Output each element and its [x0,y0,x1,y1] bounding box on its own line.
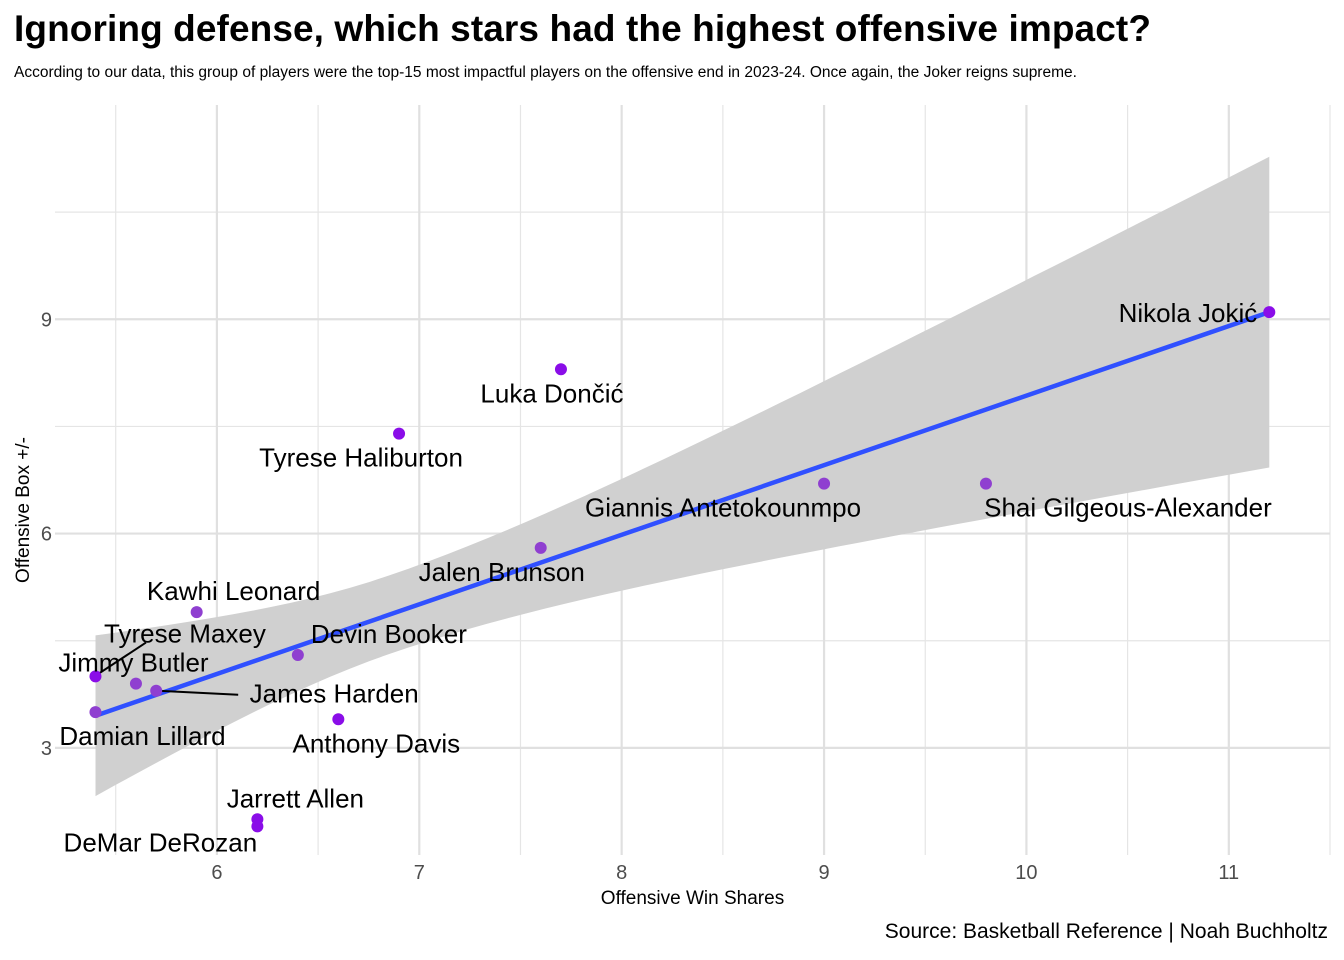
confidence-ribbon [95,156,1270,797]
label-giannis-antetokounmpo: Giannis Antetokounmpo [585,493,861,523]
leader-line-james-harden [158,689,239,696]
y-tick-label: 9 [41,309,52,331]
x-tick-label: 6 [211,862,222,884]
chart-title: Ignoring defense, which stars had the hi… [14,8,1152,49]
point-james-harden [150,684,163,697]
label-kawhi-leonard: Kawhi Leonard [147,576,320,606]
y-tick-label: 6 [41,524,52,546]
point-tyrese-haliburton [393,427,406,440]
label-jalen-brunson: Jalen Brunson [419,557,585,587]
label-shai-gilgeous-alexander: Shai Gilgeous-Alexander [984,493,1272,523]
point-damian-lillard [89,706,102,719]
x-tick-label: 9 [818,862,829,884]
leader-line-tyrese-maxey [96,641,147,676]
y-tick-label: 3 [41,738,52,760]
point-kawhi-leonard [190,606,203,619]
label-nikola-jokic: Nikola Jokić [1119,298,1258,328]
label-james-harden: James Harden [250,679,419,709]
point-nikola-jokic [1263,306,1276,319]
source-caption: Source: Basketball Reference | Noah Buch… [884,920,1328,943]
point-devin-booker [291,649,304,661]
label-anthony-davis: Anthony Davis [293,728,461,758]
trend-line [94,310,1271,718]
point-jalen-brunson [534,541,547,554]
label-tyrese-maxey: Tyrese Maxey [104,619,266,649]
label-luka-doncic: Luka Dončić [480,378,623,408]
point-luka-doncic [554,363,567,376]
point-shai-gilgeous-alexander [979,477,992,490]
label-demar-derozan: DeMar DeRozan [64,827,258,857]
point-anthony-davis [332,713,345,726]
point-giannis-antetokounmpo [818,477,831,490]
point-demar-derozan [251,820,264,833]
label-jarrett-allen: Jarrett Allen [227,783,364,813]
x-tick-label: 7 [414,862,425,884]
y-axis-title: Offensive Box +/- [13,437,34,583]
label-damian-lillard: Damian Lillard [59,721,225,751]
label-devin-booker: Devin Booker [311,619,467,649]
point-tyrese-maxey [129,677,142,690]
label-jimmy-butler: Jimmy Butler [58,647,209,677]
x-tick-label: 10 [1015,862,1037,884]
label-tyrese-haliburton: Tyrese Haliburton [259,443,463,473]
x-tick-label: 11 [1218,862,1239,884]
x-tick-label: 8 [616,862,627,884]
point-jimmy-butler [89,670,102,683]
chart-subtitle: According to our data, this group of pla… [14,64,1077,81]
x-axis-title: Offensive Win Shares [601,888,784,909]
